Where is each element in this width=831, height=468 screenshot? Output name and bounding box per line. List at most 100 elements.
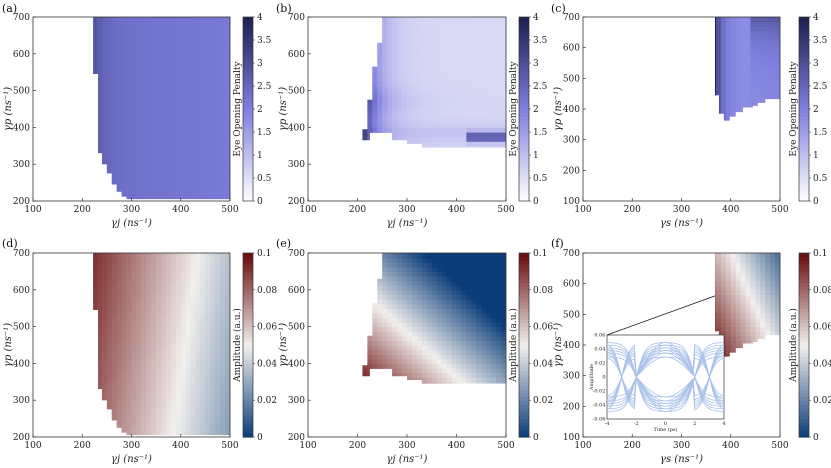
- y-axis-label: γp (ns⁻¹): [3, 87, 14, 131]
- eye-trace: [606, 352, 725, 402]
- colorbar-label: Eye Opening Penalty: [789, 61, 799, 157]
- eye-trace: [606, 356, 725, 398]
- y-tick-label: 500: [13, 87, 30, 97]
- y-tick-label: 300: [13, 160, 30, 170]
- inset-y-tick-label: 0.02: [594, 361, 605, 367]
- y-tick-label: 300: [288, 396, 305, 406]
- colorbar-tick-label: 3: [813, 59, 819, 69]
- colorbar-tick-label: 2.5: [533, 82, 548, 92]
- colorbar-label: Amplitude (a.u.): [788, 308, 799, 383]
- x-tick-label: 300: [673, 205, 690, 215]
- colorbar-tick-label: 0: [257, 433, 263, 443]
- inset-y-tick-label: -0.02: [593, 389, 606, 395]
- colorbar-tick-label: 3.5: [533, 36, 548, 46]
- colorbar-tick-label: 1: [257, 151, 263, 161]
- x-tick-label: 100: [24, 441, 41, 451]
- x-tick-label: 300: [398, 441, 415, 451]
- x-tick-label: 400: [448, 441, 465, 451]
- colorbar-tick-label: 4: [533, 13, 539, 23]
- y-tick-label: 200: [288, 433, 305, 443]
- colorbar-tick-label: 0.06: [257, 323, 277, 333]
- colorbar-tick-label: 3: [257, 59, 263, 69]
- y-tick-label: 200: [563, 166, 580, 176]
- x-tick-label: 400: [172, 441, 189, 451]
- colorbar-tick-label: 0.1: [257, 249, 271, 259]
- inset-x-tick-label: 0: [664, 421, 667, 427]
- y-tick-label: 300: [288, 160, 305, 170]
- inset-x-tick-label: -2: [634, 421, 639, 427]
- y-tick-label: 400: [288, 359, 305, 369]
- colorbar-tick-label: 1: [533, 151, 539, 161]
- x-tick-label: 200: [349, 441, 366, 451]
- x-tick-label: 300: [398, 205, 415, 215]
- x-tick-label: 400: [722, 441, 739, 451]
- eye-trace: [606, 347, 725, 407]
- eye-trace: [606, 347, 725, 407]
- colorbar-tick-label: 0.5: [813, 174, 828, 184]
- heatmap-cells: [362, 17, 506, 148]
- colorbar-frame: [242, 252, 254, 438]
- colorbar-tick-label: 2.5: [257, 82, 272, 92]
- panel-3: 100 200 300 400 500 100 200 300 400 500 600 700 γs (…: [551, 2, 828, 229]
- colorbar-tick-label: 0.02: [813, 396, 831, 406]
- y-tick-label: 700: [563, 249, 580, 259]
- colorbar-tick-label: 0.04: [257, 359, 277, 369]
- colorbar-label: Amplitude (a.u.): [508, 308, 519, 383]
- colorbar: 0 0.5 1 1.5 2 2.5 3 3.5 4 Eye Opening Penalty: [789, 13, 828, 207]
- colorbar: 0 0.5 1 1.5 2 2.5 3 3.5 4 Eye Opening Penalty: [509, 13, 548, 207]
- x-tick-label: 400: [722, 205, 739, 215]
- colorbar-tick-label: 1: [813, 151, 819, 161]
- x-tick-label: 100: [24, 205, 41, 215]
- panel-label: (c): [551, 2, 566, 15]
- colorbar-tick-label: 3.5: [813, 36, 828, 46]
- x-axis-label: γj (ns⁻¹): [387, 218, 428, 229]
- colorbar-tick-label: 0.1: [533, 249, 547, 259]
- y-tick-label: 700: [13, 13, 30, 23]
- inset-y-label: Amplitude: [589, 364, 595, 391]
- y-axis-label: γp (ns⁻¹): [553, 87, 564, 131]
- y-tick-label: 200: [288, 197, 305, 207]
- panel-label: (a): [2, 2, 17, 15]
- colorbar-tick-label: 2: [813, 105, 819, 115]
- y-tick-label: 700: [13, 249, 30, 259]
- colorbar-label: Amplitude (a.u.): [232, 308, 243, 383]
- colorbar: 0 0.02 0.04 0.06 0.08 0.1 Amplitude (a.u.): [508, 249, 553, 443]
- x-tick-label: 500: [771, 205, 788, 215]
- colorbar-tick-label: 0: [813, 433, 819, 443]
- colorbar-label: Eye Opening Penalty: [509, 61, 519, 157]
- colorbar-tick-label: 0.04: [533, 359, 553, 369]
- eye-trace: [606, 342, 725, 412]
- colorbar-tick-label: 0.02: [257, 396, 277, 406]
- eye-traces: [606, 342, 725, 412]
- x-axis-label: γs (ns⁻¹): [660, 454, 703, 465]
- y-tick-label: 700: [288, 249, 305, 259]
- colorbar-tick-label: 0: [533, 197, 539, 207]
- inset-frame: [606, 334, 725, 420]
- inset-x-label: Time (ps): [654, 426, 678, 433]
- x-tick-label: 200: [349, 205, 366, 215]
- x-tick-label: 200: [74, 205, 91, 215]
- y-tick-label: 700: [288, 13, 305, 23]
- y-axis-label: γp (ns⁻¹): [3, 323, 14, 367]
- y-tick-label: 700: [563, 13, 580, 23]
- colorbar-tick-label: 0.04: [813, 359, 831, 369]
- colorbar-tick-label: 2: [257, 105, 263, 115]
- x-tick-label: 100: [299, 441, 316, 451]
- y-tick-label: 200: [563, 402, 580, 412]
- colorbar-tick-label: 4: [813, 13, 819, 23]
- x-axis-label: γj (ns⁻¹): [387, 454, 428, 465]
- panel-label: (d): [2, 237, 18, 250]
- colorbar-tick-label: 2: [533, 105, 539, 115]
- y-tick-label: 600: [13, 50, 30, 60]
- y-axis-label: γp (ns⁻¹): [278, 87, 289, 131]
- inset-x-tick-label: 2: [693, 421, 696, 427]
- y-tick-label: 300: [13, 396, 30, 406]
- colorbar-frame: [518, 252, 530, 438]
- colorbar-tick-label: 1.5: [257, 128, 272, 138]
- y-tick-label: 600: [288, 50, 305, 60]
- y-axis-label: γp (ns⁻¹): [278, 323, 289, 367]
